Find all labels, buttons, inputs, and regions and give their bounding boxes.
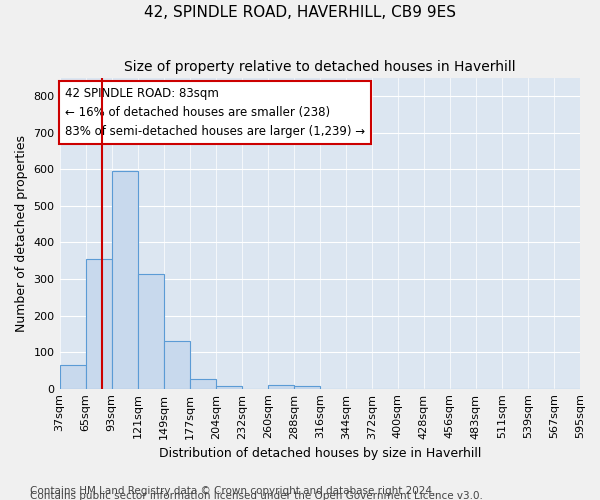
Bar — [294, 386, 320, 388]
Bar — [268, 385, 294, 388]
Bar — [137, 274, 164, 388]
Title: Size of property relative to detached houses in Haverhill: Size of property relative to detached ho… — [124, 60, 515, 74]
Text: Contains public sector information licensed under the Open Government Licence v3: Contains public sector information licen… — [30, 491, 483, 500]
Y-axis label: Number of detached properties: Number of detached properties — [15, 135, 28, 332]
Bar — [59, 365, 86, 388]
Bar — [190, 379, 215, 388]
Text: 42, SPINDLE ROAD, HAVERHILL, CB9 9ES: 42, SPINDLE ROAD, HAVERHILL, CB9 9ES — [144, 5, 456, 20]
Bar — [86, 259, 112, 388]
Text: 42 SPINDLE ROAD: 83sqm
← 16% of detached houses are smaller (238)
83% of semi-de: 42 SPINDLE ROAD: 83sqm ← 16% of detached… — [65, 88, 365, 138]
Text: Contains HM Land Registry data © Crown copyright and database right 2024.: Contains HM Land Registry data © Crown c… — [30, 486, 436, 496]
X-axis label: Distribution of detached houses by size in Haverhill: Distribution of detached houses by size … — [158, 447, 481, 460]
Bar — [112, 171, 137, 388]
Bar — [215, 386, 242, 388]
Bar — [164, 341, 190, 388]
